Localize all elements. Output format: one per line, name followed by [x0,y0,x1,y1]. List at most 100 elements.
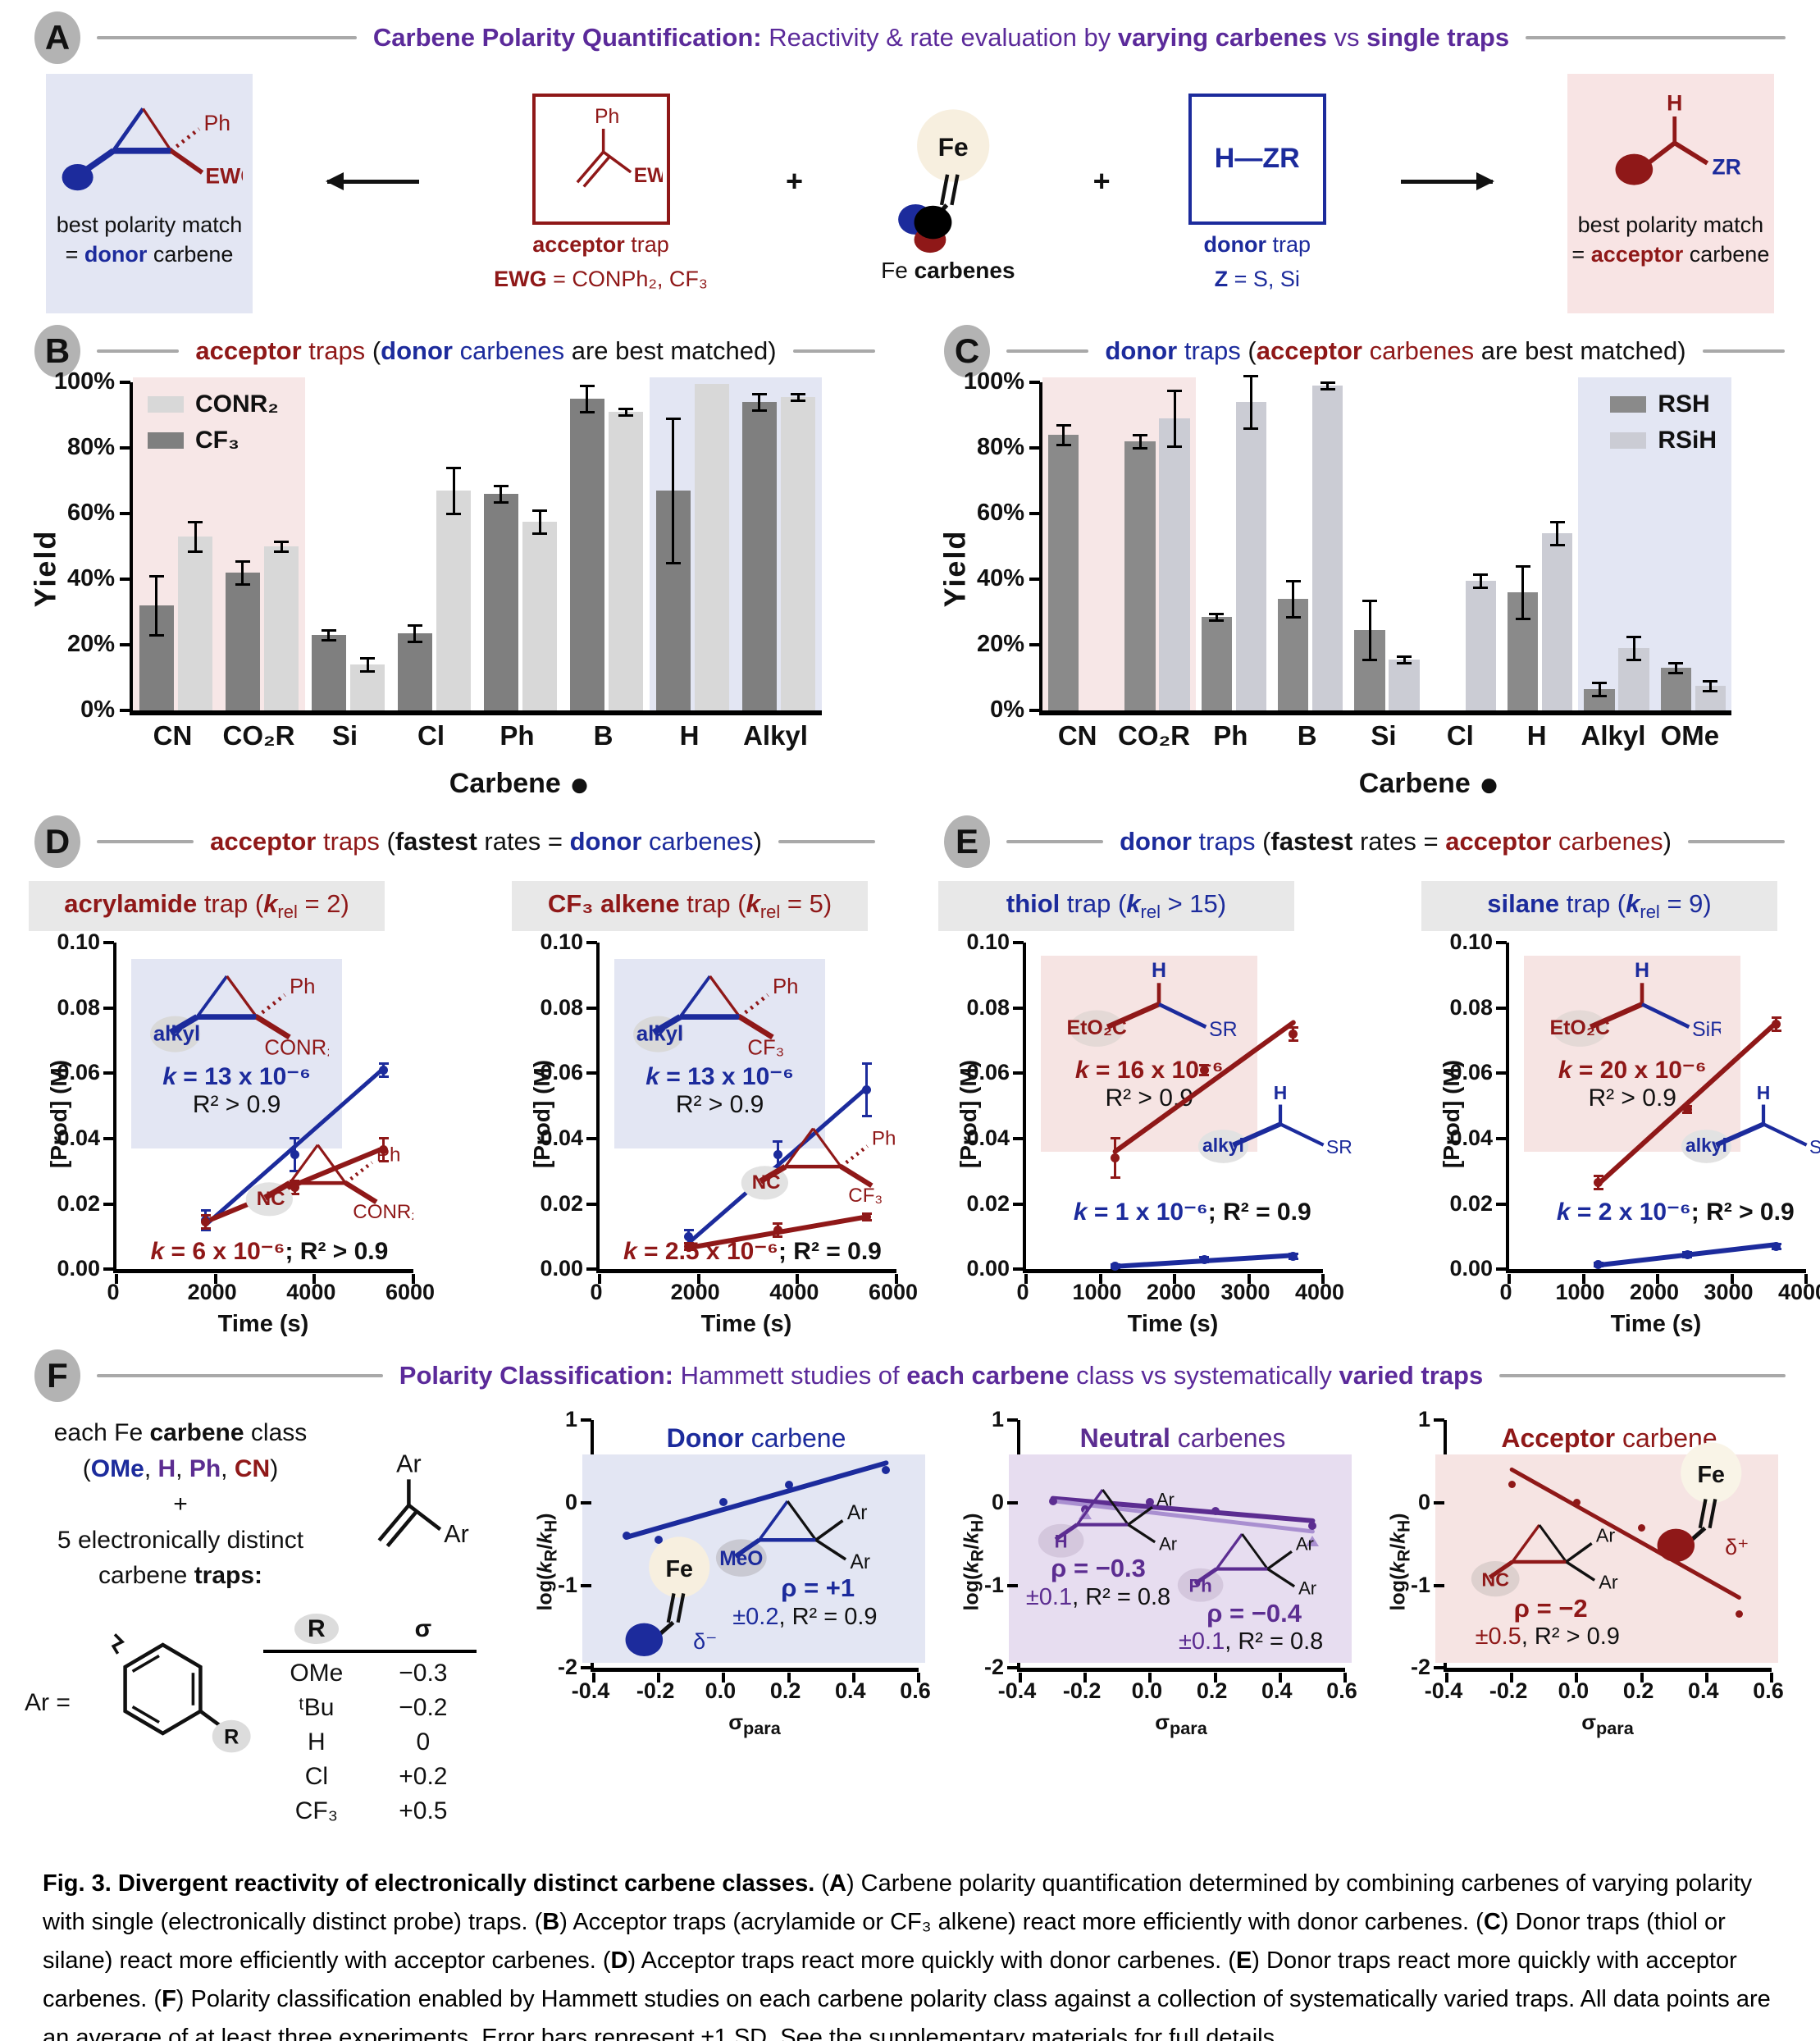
svg-text:Ar: Ar [1596,1525,1616,1546]
error-bar-cap [446,512,462,515]
bar-CONR2-CN [178,537,213,710]
error-bar-cap [1515,617,1530,620]
divider [1499,1374,1786,1378]
error-bar [538,510,541,533]
y-tick [1029,446,1040,450]
bar-CF3-Alkyl [741,402,777,710]
text-segment: traps [1177,336,1248,365]
text-segment: CN [234,1454,271,1482]
text-segment: C [1483,1908,1501,1935]
category-label: H [679,720,700,751]
error-bar-cap [360,669,376,673]
text-segment: E [1235,1947,1252,1974]
x-tick-label: 4000 [769,1280,819,1305]
y-tick [103,1136,114,1140]
svg-text:H: H [1054,1531,1067,1551]
error-bar [586,386,589,412]
acceptor-alkene-structure: Ph EWG [576,105,663,188]
x-tick-label: 0.2 [769,1678,801,1704]
x-tick [592,1673,595,1683]
svg-text:H: H [1757,1082,1771,1103]
x-tick-label: -0.2 [1489,1678,1528,1704]
text-segment: class vs systematically [1069,1361,1339,1390]
x-tick-label: 2000 [187,1280,237,1305]
y-axis-ticks: 0.10 0.08 0.06 0.04 0.02 0.00 [518,929,588,1338]
text-segment: fastest [1270,827,1353,856]
category-label: Cl [1446,720,1474,751]
error-bar [796,394,800,400]
category-label: Alkyl [1581,720,1646,751]
error-bar-cap [493,484,509,487]
error-bar [624,409,627,415]
y-tick-label: -2 [983,1655,1004,1680]
error-bar-cap [1771,1030,1781,1033]
x-tick [1510,1673,1514,1683]
category-label: CO₂R [222,720,295,751]
text-segment: Hammett studies of [673,1361,907,1390]
category-label: CO₂R [1117,720,1190,751]
error-bar-cap [1362,658,1377,661]
y-tick-label: 0.00 [540,1256,583,1281]
svg-text:H: H [1152,959,1166,982]
rate-annotation: k = 1 x 10⁻⁶; R² = 0.9 [1073,1199,1311,1226]
x-axis-label: Carbene ● [1358,765,1500,803]
text-segment: single traps [1366,23,1510,52]
error-bar-cap [751,409,767,412]
x-tick [1098,1274,1102,1285]
error-bar [1173,390,1176,446]
x-tick-label: 6000 [385,1280,436,1305]
x-axis-ticks: 0 2000 4000 6000 [107,1280,435,1309]
y-tick-label: 0.10 [966,929,1010,955]
y-tick-label: 0.04 [966,1125,1010,1150]
category-label: CN [1057,720,1097,751]
y-axis-ticks: 1 0 -1 -2 [1381,1407,1435,1739]
text-segment: are best matched) [1480,336,1686,365]
table-cell: OMe [290,1659,344,1687]
y-tick-label: 0.06 [540,1060,583,1085]
y-tick [120,446,130,450]
plot-acrylamide-trap: acrylamide trap (krel = 2) [Prod] (M) 0.… [0,873,435,1338]
error-bar-cap [290,1180,300,1183]
svg-text:Ar: Ar [1159,1533,1177,1554]
text-segment: varied traps [1339,1361,1484,1390]
svg-text:alkyl: alkyl [153,1022,199,1045]
carbene-dot-icon: ● [1478,765,1500,803]
text-segment: OMe [90,1454,144,1482]
data-point [1111,1153,1120,1163]
y-tick [586,1202,597,1206]
svg-text:NC: NC [257,1188,285,1210]
y-tick [1007,1666,1018,1670]
svg-text:Fe: Fe [1698,1463,1725,1489]
text-segment: ) Carbene polarity quantification determ… [43,1870,1753,1935]
error-bar-cap [1593,1188,1603,1191]
x-axis-ticks: 0 1000 2000 3000 4000 [1016,1280,1344,1309]
fe-carbene-block: Fe Fe carbenes [881,103,1015,284]
text-segment: ( [386,827,395,856]
table-cell: Cl [304,1762,329,1790]
y-tick-label: 0.02 [57,1190,100,1216]
table-cell: +0.5 [399,1797,448,1824]
plot-title: Donor carbene [666,1423,846,1454]
alkyl-silane-structure: H alkyl SiR₃ [1681,1082,1820,1164]
y-tick [586,1267,597,1272]
x-axis-label: σpara [1581,1710,1634,1739]
divider [778,840,876,843]
text-segment: donor [381,336,453,365]
x-tick [1083,1673,1088,1683]
data-point [201,1217,211,1226]
ar-equals-label: Ar = [25,1688,71,1716]
error-bar-cap [321,638,336,642]
y-axis-ticks: 100% 80% 60% 40% 20% 0% [44,368,120,804]
x-tick [1148,1673,1152,1683]
y-tick-label: 100% [963,368,1024,395]
text-segment: D [610,1947,628,1974]
left-arrow-icon [326,171,420,190]
y-tick [120,512,130,515]
text-segment: vs [1326,23,1367,52]
error-bar-cap [532,532,548,535]
svg-text:CONR₂: CONR₂ [264,1037,329,1060]
error-bar [672,418,675,563]
caption-line: = acceptor carbene [1571,242,1770,267]
y-tick-label: 0 [1417,1489,1430,1514]
text-segment: donor [1120,827,1192,856]
